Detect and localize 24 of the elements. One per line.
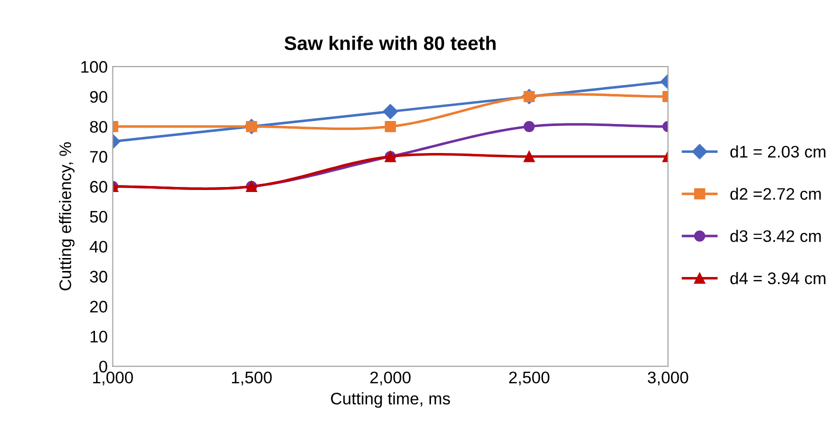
legend-label: d1 = 2.03 cm	[730, 145, 826, 158]
x-tick-label: 1,000	[93, 372, 133, 386]
y-tick-label: 90	[90, 90, 108, 103]
y-tick-label: 70	[90, 150, 108, 163]
y-tick-label: 60	[90, 180, 108, 193]
x-tick-label: 2,500	[509, 372, 550, 386]
point	[384, 120, 396, 132]
y-tick-label: 10	[90, 330, 108, 343]
y-tick-label: 30	[90, 270, 108, 283]
y-tick-label: 40	[90, 240, 108, 253]
chart-title: Saw knife with 80 teeth	[284, 36, 496, 50]
y-tick-label: 50	[90, 210, 108, 223]
x-tick-label: 1,500	[232, 372, 272, 386]
x-tick-label: 2,000	[370, 372, 411, 386]
y-tick-label: 0	[99, 360, 108, 373]
legend-label: d3 =3.42 cm	[730, 230, 821, 242]
y-tick-label: 20	[90, 300, 108, 313]
x-axis-title: Cutting time, ms	[331, 392, 450, 408]
legend-label: d2 =2.72 cm	[730, 188, 821, 200]
y-axis-title: Cutting efficiency, %	[58, 142, 75, 290]
y-tick-label: 100	[81, 61, 108, 73]
x-tick-label: 3,000	[648, 372, 688, 386]
legend-label: d4 = 3.94 cm	[730, 272, 826, 284]
y-tick-label: 80	[90, 120, 108, 133]
